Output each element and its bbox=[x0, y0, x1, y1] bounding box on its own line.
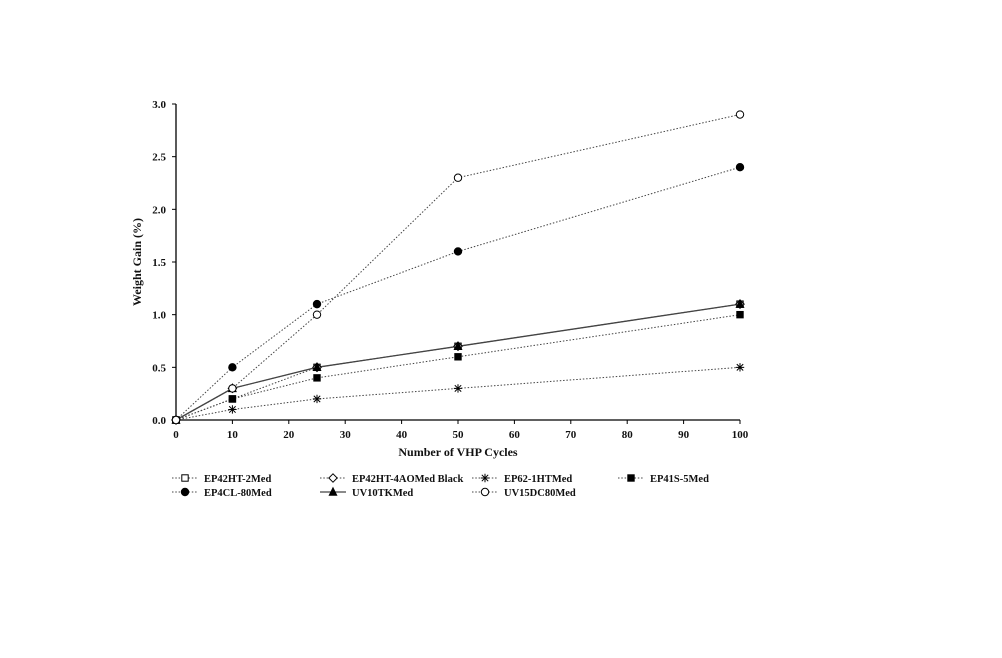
x-tick-label: 30 bbox=[340, 429, 352, 441]
y-tick-label: 0.5 bbox=[152, 362, 166, 374]
data-point-ep4cl-80med bbox=[228, 363, 237, 372]
series-line-uv15dc80med bbox=[175, 114, 741, 421]
x-tick-label: 60 bbox=[509, 429, 521, 441]
legend-marker bbox=[181, 474, 189, 482]
data-point-uv15dc80med bbox=[171, 415, 181, 425]
legend-marker bbox=[328, 486, 338, 496]
data-point-ep4cl-80med bbox=[453, 247, 463, 256]
data-point-ep4cl-80med bbox=[312, 299, 322, 309]
series-line-ep4cl-80med bbox=[175, 166, 741, 421]
legend-marker bbox=[328, 473, 338, 483]
legend-marker bbox=[480, 473, 490, 483]
data-point-ep4cl-80med bbox=[735, 163, 745, 172]
legend: EP42HT-2Med EP42HT-4AOMed Black EP62-1HTMe… bbox=[172, 473, 709, 499]
legend-label: EP62-1HTMed bbox=[504, 474, 572, 485]
data-point-uv10tkmed bbox=[312, 362, 322, 372]
y-tick-label: 1.0 bbox=[152, 310, 166, 322]
x-axis-title: Number of VHP Cycles bbox=[398, 445, 518, 459]
data-point-uv15dc80med bbox=[312, 310, 322, 319]
data-point-ep41s-5med bbox=[454, 353, 462, 361]
data-point-uv15dc80med bbox=[453, 173, 463, 182]
legend-label: EP4CL-80Med bbox=[204, 488, 272, 499]
data-point-ep62-1htmed bbox=[735, 363, 745, 372]
x-tick-label: 20 bbox=[283, 429, 295, 441]
data-point-ep41s-5med bbox=[313, 374, 321, 382]
legend-label: EP42HT-2Med bbox=[204, 474, 271, 485]
legend-item-ep62-1htmed: EP62-1HTMed bbox=[472, 473, 572, 485]
legend-label: UV15DC80Med bbox=[504, 488, 576, 499]
y-tick-label: 0.0 bbox=[152, 415, 166, 427]
x-tick-label: 0 bbox=[173, 429, 179, 441]
data-point-ep62-1htmed bbox=[453, 384, 463, 393]
data-point-ep62-1htmed bbox=[312, 394, 322, 404]
y-tick-label: 1.5 bbox=[152, 257, 166, 269]
axes: 0 10 20 30 40 50 60 70 80 90 100 0.0 0.5 1.0 1.5 2.0 2.5… bbox=[152, 99, 749, 441]
x-tick-label: 100 bbox=[732, 429, 749, 441]
series-line-ep41s-5med bbox=[175, 314, 741, 421]
series-line-ep62-1htmed bbox=[175, 366, 741, 421]
x-tick-label: 50 bbox=[453, 429, 465, 441]
data-point-ep41s-5med bbox=[736, 310, 744, 319]
data-point-uv10tkmed bbox=[735, 298, 745, 308]
x-tick-label: 40 bbox=[396, 429, 408, 441]
legend-marker bbox=[480, 487, 490, 497]
series-markers bbox=[171, 110, 745, 425]
series-line-ep42ht-2med bbox=[175, 303, 741, 421]
legend-marker bbox=[627, 474, 635, 482]
x-tick-label: 70 bbox=[565, 429, 577, 441]
series-lines bbox=[175, 114, 741, 421]
series-line-ep42ht-4aomed-black bbox=[175, 303, 741, 421]
x-tick-label: 80 bbox=[622, 429, 634, 441]
legend-item-ep4cl-80med: EP4CL-80Med bbox=[172, 487, 272, 499]
legend-label: EP42HT-4AOMed Black bbox=[352, 474, 463, 485]
data-point-ep62-1htmed bbox=[228, 405, 237, 414]
data-point-uv15dc80med bbox=[735, 110, 745, 119]
legend-item-uv15dc80med: UV15DC80Med bbox=[472, 487, 576, 499]
data-point-ep41s-5med bbox=[228, 395, 237, 403]
series-line-uv10tkmed bbox=[175, 303, 741, 421]
y-tick-label: 3.0 bbox=[152, 99, 166, 111]
y-tick-label: 2.5 bbox=[152, 152, 166, 164]
legend-item-uv10tkmed: UV10TKMed bbox=[320, 486, 413, 499]
legend-label: UV10TKMed bbox=[352, 488, 413, 499]
legend-label: EP41S-5Med bbox=[650, 474, 709, 485]
y-axis-title: Weight Gain (%) bbox=[130, 218, 144, 306]
legend-marker bbox=[180, 487, 190, 497]
legend-item-ep41s-5med: EP41S-5Med bbox=[618, 474, 709, 485]
y-tick-label: 2.0 bbox=[152, 204, 166, 216]
legend-item-ep42ht-4aomed-black: EP42HT-4AOMed Black bbox=[320, 473, 463, 485]
x-tick-label: 90 bbox=[678, 429, 690, 441]
legend-item-ep42ht-2med: EP42HT-2Med bbox=[172, 474, 271, 485]
data-point-uv15dc80med bbox=[228, 384, 237, 393]
data-point-uv10tkmed bbox=[453, 340, 463, 350]
x-tick-label: 10 bbox=[227, 429, 239, 441]
